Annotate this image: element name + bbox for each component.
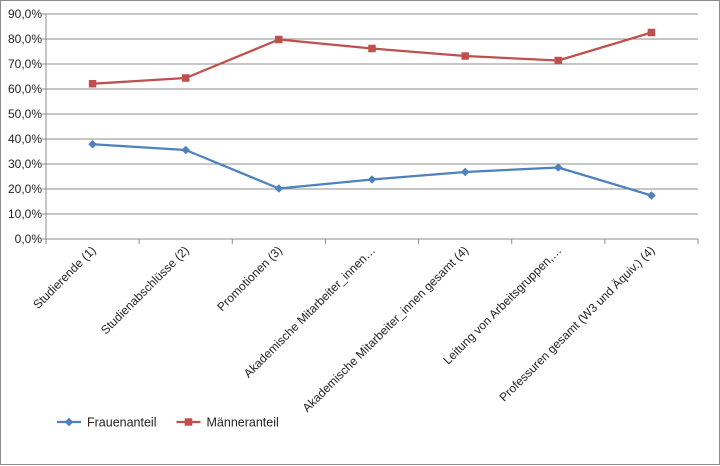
legend-marker	[64, 417, 74, 427]
y-tick-label: 30,0%	[8, 157, 42, 171]
y-tick-label: 60,0%	[8, 82, 42, 96]
legend-label: Männeranteil	[207, 416, 279, 430]
y-tick-label: 90,0%	[8, 7, 42, 21]
y-tick-label: 70,0%	[8, 57, 42, 71]
x-tick-label: Promotionen (3)	[214, 243, 285, 314]
x-tick-label: Studienabschlüsse (2)	[98, 243, 192, 337]
x-tick-labels: Studierende (1) Studienabschlüsse (2) Prom…	[30, 243, 657, 415]
y-tick-label: 40,0%	[8, 132, 42, 146]
data-point	[88, 80, 97, 88]
y-tick-labels: 0,0% 10,0% 20,0% 30,0% 40,0% 50,0% 60,0% 70,0% 8…	[8, 7, 42, 246]
data-point	[181, 74, 190, 82]
data-point	[367, 175, 377, 184]
data-point	[647, 28, 656, 37]
y-tick-label: 0,0%	[15, 232, 43, 246]
axes	[42, 13, 699, 244]
x-tick-label: Studierende (1)	[30, 243, 98, 311]
data-point	[554, 56, 563, 65]
data-point	[460, 167, 470, 177]
y-tick-label: 50,0%	[8, 107, 42, 121]
data-point	[274, 184, 284, 193]
y-tick-label: 10,0%	[8, 207, 42, 221]
data-point	[88, 139, 97, 149]
data-point	[275, 35, 283, 44]
y-tick-label: 80,0%	[8, 32, 42, 46]
x-tick-label: Professuren gesamt (W3 und Äquiv.) (4)	[496, 243, 657, 404]
legend-label: Frauenanteil	[87, 416, 157, 430]
series	[88, 28, 656, 200]
legend: Frauenanteil Männeranteil	[57, 416, 279, 430]
x-tick-label: Akademische Mitarbeiter_innen gesamt (4)	[300, 243, 472, 415]
series-line	[92, 143, 652, 197]
legend-marker	[184, 418, 193, 426]
data-point	[553, 163, 563, 172]
series-line	[92, 31, 652, 85]
data-point	[368, 44, 376, 53]
data-point	[461, 52, 469, 60]
y-tick-label: 20,0%	[8, 182, 42, 196]
data-point	[647, 191, 656, 200]
data-point	[181, 145, 191, 155]
gridlines	[46, 13, 698, 215]
